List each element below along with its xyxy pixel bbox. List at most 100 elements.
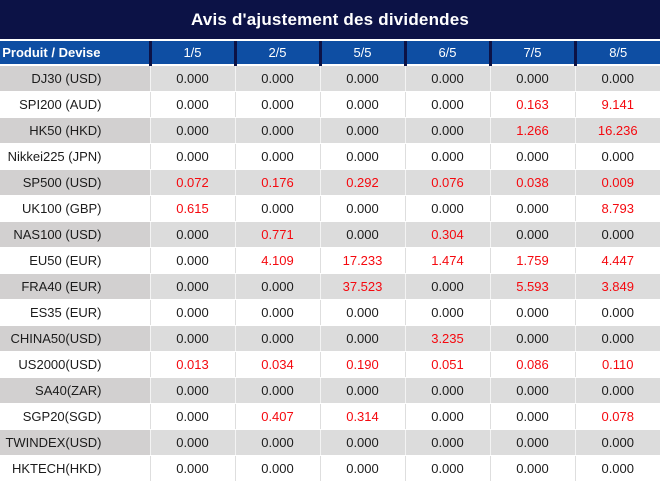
value-cell: 0.000 [574, 377, 660, 404]
column-header-date: 7/5 [488, 41, 575, 66]
value-cell: 0.000 [234, 455, 320, 482]
value-cell: 0.000 [319, 429, 405, 456]
value-cell: 0.000 [404, 273, 490, 300]
value-cell: 0.163 [489, 91, 575, 118]
value-cell: 0.000 [319, 455, 405, 482]
value-cell: 0.000 [234, 195, 320, 222]
value-cell: 0.000 [404, 403, 490, 430]
value-cell: 0.013 [149, 351, 235, 378]
value-cell: 0.034 [234, 351, 320, 378]
value-cell: 1.759 [489, 247, 575, 274]
value-cell: 0.000 [234, 143, 320, 170]
table-row: DJ30 (USD) 0.000 0.000 0.000 0.000 0.000 0.000 [0, 65, 660, 92]
value-cell: 0.072 [149, 169, 235, 196]
column-header-date: 2/5 [233, 41, 320, 66]
product-cell: FRA40 (EUR) [0, 273, 150, 300]
product-cell: UK100 (GBP) [0, 195, 150, 222]
column-header-product: Produit / Devise [0, 41, 150, 66]
value-cell: 0.000 [404, 117, 490, 144]
value-cell: 0.110 [574, 351, 660, 378]
value-cell: 0.078 [574, 403, 660, 430]
value-cell: 0.000 [574, 143, 660, 170]
value-cell: 0.000 [489, 143, 575, 170]
value-cell: 0.000 [574, 299, 660, 326]
table-row: SPI200 (AUD) 0.000 0.000 0.000 0.000 0.163 9.1… [0, 91, 660, 118]
value-cell: 0.000 [149, 247, 235, 274]
value-cell: 16.236 [574, 117, 660, 144]
value-cell: 0.615 [149, 195, 235, 222]
product-cell: HKTECH(HKD) [0, 455, 150, 482]
value-cell: 0.000 [234, 325, 320, 352]
value-cell: 4.447 [574, 247, 660, 274]
value-cell: 0.000 [404, 195, 490, 222]
value-cell: 0.000 [149, 65, 235, 92]
value-cell: 8.793 [574, 195, 660, 222]
table-row: ES35 (EUR) 0.000 0.000 0.000 0.000 0.000 0.000 [0, 299, 660, 326]
value-cell: 0.407 [234, 403, 320, 430]
table-row: SP500 (USD) 0.072 0.176 0.292 0.076 0.038 0.00… [0, 169, 660, 196]
value-cell: 0.051 [404, 351, 490, 378]
product-cell: ES35 (EUR) [0, 299, 150, 326]
column-header-date: 8/5 [573, 41, 660, 66]
value-cell: 0.000 [319, 65, 405, 92]
value-cell: 0.000 [489, 403, 575, 430]
value-cell: 0.000 [404, 299, 490, 326]
value-cell: 0.000 [149, 117, 235, 144]
product-cell: HK50 (HKD) [0, 117, 150, 144]
value-cell: 5.593 [489, 273, 575, 300]
value-cell: 0.000 [234, 117, 320, 144]
value-cell: 0.000 [234, 299, 320, 326]
value-cell: 0.000 [319, 325, 405, 352]
value-cell: 0.000 [574, 221, 660, 248]
dividend-table: Produit / Devise 1/5 2/5 5/5 6/5 7/5 8/5 DJ30… [0, 41, 660, 482]
value-cell: 0.000 [319, 221, 405, 248]
value-cell: 0.000 [489, 65, 575, 92]
value-cell: 0.000 [489, 195, 575, 222]
value-cell: 3.235 [404, 325, 490, 352]
table-row: Nikkei225 (JPN) 0.000 0.000 0.000 0.000 0.000… [0, 143, 660, 170]
product-cell: SP500 (USD) [0, 169, 150, 196]
value-cell: 0.000 [149, 377, 235, 404]
value-cell: 0.000 [319, 117, 405, 144]
table-row: SA40(ZAR) 0.000 0.000 0.000 0.000 0.000 0.000 [0, 377, 660, 404]
value-cell: 0.000 [574, 65, 660, 92]
value-cell: 0.038 [489, 169, 575, 196]
value-cell: 0.000 [149, 429, 235, 456]
value-cell: 0.000 [404, 91, 490, 118]
value-cell: 0.000 [149, 403, 235, 430]
value-cell: 0.000 [574, 325, 660, 352]
value-cell: 4.109 [234, 247, 320, 274]
value-cell: 0.000 [319, 195, 405, 222]
table-header-row: Produit / Devise 1/5 2/5 5/5 6/5 7/5 8/5 [0, 41, 660, 66]
value-cell: 0.000 [489, 429, 575, 456]
value-cell: 0.771 [234, 221, 320, 248]
value-cell: 0.000 [149, 221, 235, 248]
product-cell: EU50 (EUR) [0, 247, 150, 274]
value-cell: 0.000 [149, 299, 235, 326]
value-cell: 0.009 [574, 169, 660, 196]
value-cell: 0.000 [149, 273, 235, 300]
value-cell: 0.000 [404, 143, 490, 170]
value-cell: 0.000 [234, 91, 320, 118]
value-cell: 0.000 [489, 299, 575, 326]
value-cell: 0.176 [234, 169, 320, 196]
value-cell: 0.000 [234, 273, 320, 300]
value-cell: 0.000 [234, 65, 320, 92]
value-cell: 0.000 [149, 143, 235, 170]
table-row: NAS100 (USD) 0.000 0.771 0.000 0.304 0.000 0.0… [0, 221, 660, 248]
value-cell: 0.000 [319, 299, 405, 326]
table-row: HKTECH(HKD) 0.000 0.000 0.000 0.000 0.000 0.00… [0, 455, 660, 482]
value-cell: 0.000 [489, 377, 575, 404]
value-cell: 0.000 [404, 455, 490, 482]
column-header-date: 1/5 [148, 41, 235, 66]
value-cell: 0.086 [489, 351, 575, 378]
value-cell: 0.000 [319, 143, 405, 170]
value-cell: 0.000 [489, 455, 575, 482]
value-cell: 3.849 [574, 273, 660, 300]
value-cell: 0.000 [489, 325, 575, 352]
table-row: SGP20(SGD) 0.000 0.407 0.314 0.000 0.000 0.078 [0, 403, 660, 430]
value-cell: 0.000 [149, 91, 235, 118]
value-cell: 17.233 [319, 247, 405, 274]
table-row: HK50 (HKD) 0.000 0.000 0.000 0.000 1.266 16.23… [0, 117, 660, 144]
